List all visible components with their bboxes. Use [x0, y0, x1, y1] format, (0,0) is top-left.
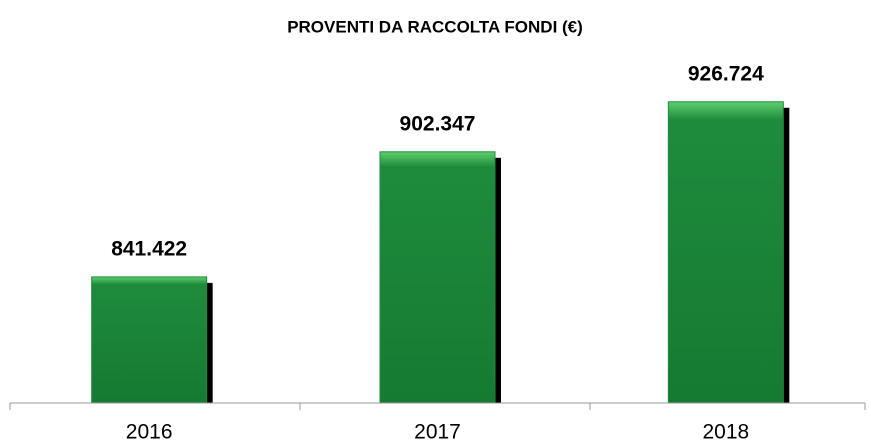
data-label: 902.347 — [400, 112, 476, 135]
bar — [667, 101, 784, 404]
x-tick-label: 2017 — [414, 421, 461, 444]
chart-title: PROVENTI DA RACCOLTA FONDI (€) — [287, 17, 583, 36]
data-label: 841.422 — [111, 237, 187, 260]
x-axis — [9, 402, 866, 410]
x-tick-label: 2018 — [702, 421, 749, 444]
data-label: 926.724 — [688, 62, 764, 85]
bar — [91, 276, 208, 404]
x-tick-label: 2016 — [126, 421, 173, 444]
bar — [379, 151, 496, 404]
